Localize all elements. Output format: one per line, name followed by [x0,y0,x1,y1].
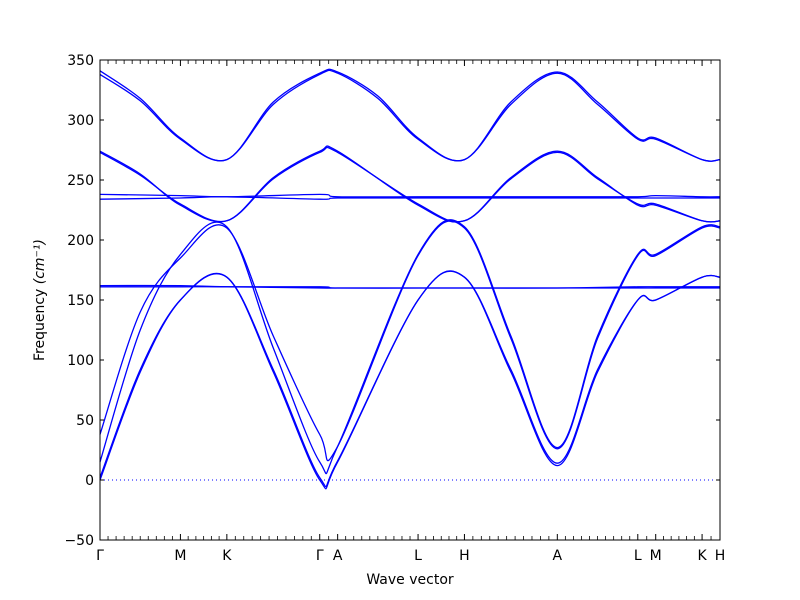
y-tick-label: 50 [76,413,94,429]
band-line [99,146,721,223]
x-tick-label: M [174,548,186,564]
x-tick-label: Γ [316,548,324,564]
x-tick-label: A [553,548,563,564]
x-tick-label: H [459,548,470,564]
x-tick-label: H [715,548,726,564]
x-tick-label: M [650,548,662,564]
y-tick-label: 250 [67,173,94,189]
band-line [99,196,720,200]
x-tick-label: Γ [96,548,104,564]
y-tick-label: 300 [67,113,94,129]
x-tick-label: A [333,548,343,564]
y-tick-label: 350 [67,53,94,69]
band-line [99,193,721,198]
x-tick-label: L [634,548,642,564]
y-tick-label: 0 [85,473,94,489]
y-tick-label: −50 [64,533,94,549]
x-tick-label: L [414,548,422,564]
y-tick-label: 200 [67,233,94,249]
band-line [99,68,721,162]
x-tick-label: K [697,548,707,564]
band-line [99,219,721,475]
band-line [99,220,721,462]
y-axis: −50 0 50 100 150 200 250 300 350 [64,53,720,549]
band-line [99,69,721,162]
x-tick-label: K [222,548,232,564]
y-tick-label: 100 [67,353,94,369]
band-line [99,270,721,490]
y-axis-title: Frequency (cm⁻¹) [32,239,48,361]
y-tick-label: 150 [67,293,94,309]
band-line [99,270,721,488]
x-axis-title: Wave vector [366,572,454,588]
band-line [100,286,720,289]
series-layer [99,68,721,490]
